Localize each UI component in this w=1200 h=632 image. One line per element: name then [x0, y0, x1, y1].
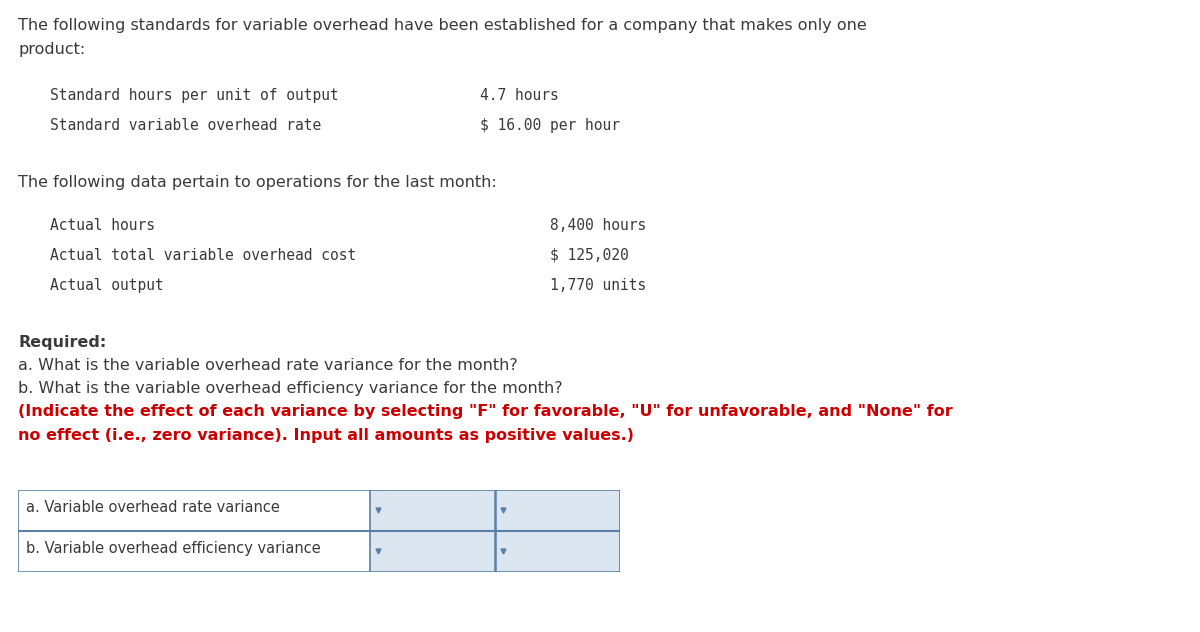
Text: b. What is the variable overhead efficiency variance for the month?: b. What is the variable overhead efficie… — [18, 381, 563, 396]
Text: Actual output: Actual output — [50, 278, 163, 293]
Text: Required:: Required: — [18, 335, 107, 350]
Text: (Indicate the effect of each variance by selecting "F" for favorable, "U" for un: (Indicate the effect of each variance by… — [18, 404, 953, 419]
Text: 8,400 hours: 8,400 hours — [550, 218, 647, 233]
Text: Standard hours per unit of output: Standard hours per unit of output — [50, 88, 338, 103]
Text: Actual hours: Actual hours — [50, 218, 155, 233]
Text: product:: product: — [18, 42, 85, 57]
Text: 4.7 hours: 4.7 hours — [480, 88, 559, 103]
Text: $ 16.00 per hour: $ 16.00 per hour — [480, 118, 620, 133]
Polygon shape — [376, 508, 382, 513]
Bar — [496, 531, 620, 572]
Text: $ 125,020: $ 125,020 — [550, 248, 629, 263]
Text: a. Variable overhead rate variance: a. Variable overhead rate variance — [26, 501, 280, 516]
Bar — [370, 531, 496, 572]
Text: a. What is the variable overhead rate variance for the month?: a. What is the variable overhead rate va… — [18, 358, 517, 373]
Text: The following standards for variable overhead have been established for a compan: The following standards for variable ove… — [18, 18, 866, 33]
Text: 1,770 units: 1,770 units — [550, 278, 647, 293]
Polygon shape — [376, 549, 382, 554]
Bar — [496, 490, 620, 531]
Text: The following data pertain to operations for the last month:: The following data pertain to operations… — [18, 175, 497, 190]
Text: Standard variable overhead rate: Standard variable overhead rate — [50, 118, 322, 133]
Polygon shape — [502, 549, 506, 554]
Text: no effect (i.e., zero variance). Input all amounts as positive values.): no effect (i.e., zero variance). Input a… — [18, 428, 634, 443]
Polygon shape — [502, 508, 506, 513]
Text: Actual total variable overhead cost: Actual total variable overhead cost — [50, 248, 356, 263]
Bar — [370, 490, 496, 531]
Text: b. Variable overhead efficiency variance: b. Variable overhead efficiency variance — [26, 542, 320, 557]
